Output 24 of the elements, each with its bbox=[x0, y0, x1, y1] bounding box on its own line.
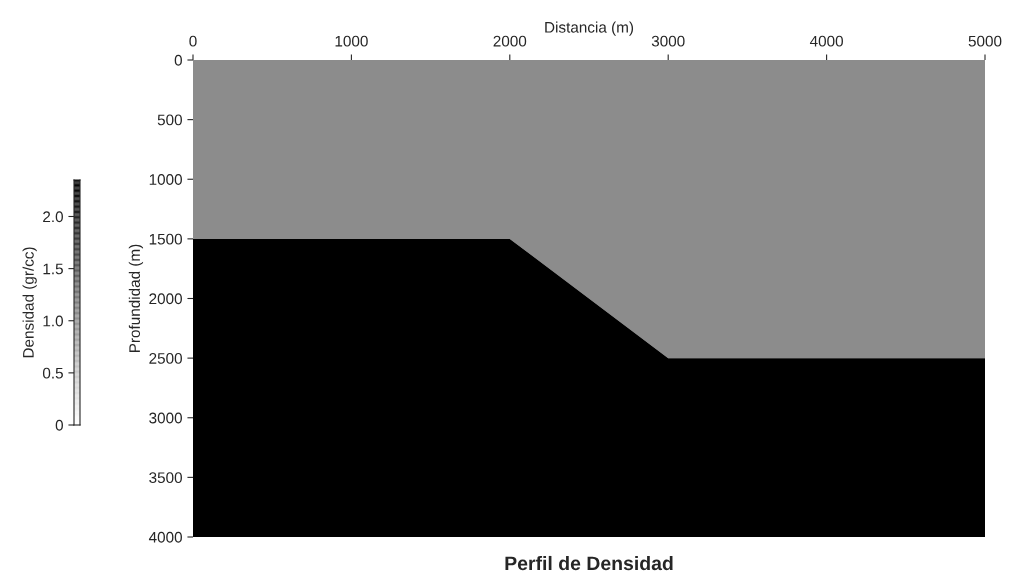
x-tick-label: 2000 bbox=[493, 35, 527, 47]
color-bar-title: Densidad (gr/cc) bbox=[22, 247, 37, 358]
y-tick-label: 500 bbox=[157, 114, 182, 126]
text: Perfil de Densidad bbox=[505, 555, 673, 571]
x-tick-label: 3000 bbox=[651, 35, 685, 47]
y-tick-label: 3000 bbox=[149, 412, 182, 424]
x-tick-label: 1000 bbox=[335, 35, 368, 47]
y-tick-label: 2500 bbox=[149, 352, 182, 364]
x-axis-title: Distancia (m) bbox=[545, 21, 634, 36]
y-axis-title: Profundidad (m) bbox=[128, 244, 144, 353]
y-tick-label: 1000 bbox=[149, 174, 182, 185]
color-bar-label: 0 bbox=[55, 419, 63, 431]
color-bar-label: 0.5 bbox=[42, 367, 63, 379]
color-bar-label: 1.5 bbox=[43, 263, 63, 275]
x-tick-label: 4000 bbox=[809, 35, 843, 47]
y-tick-label: 0 bbox=[174, 54, 182, 66]
x-tick-label: 5000 bbox=[968, 35, 1002, 47]
y-tick-label: 2000 bbox=[149, 293, 182, 305]
y-tick-label: 3500 bbox=[149, 472, 182, 484]
color-bar-label: 1.0 bbox=[43, 315, 63, 327]
x-tick-label: 0 bbox=[189, 35, 197, 47]
y-tick-label: 4000 bbox=[148, 531, 182, 543]
color-bar-label: 2.0 bbox=[43, 211, 63, 223]
y-tick-label: 1500 bbox=[149, 233, 182, 245]
